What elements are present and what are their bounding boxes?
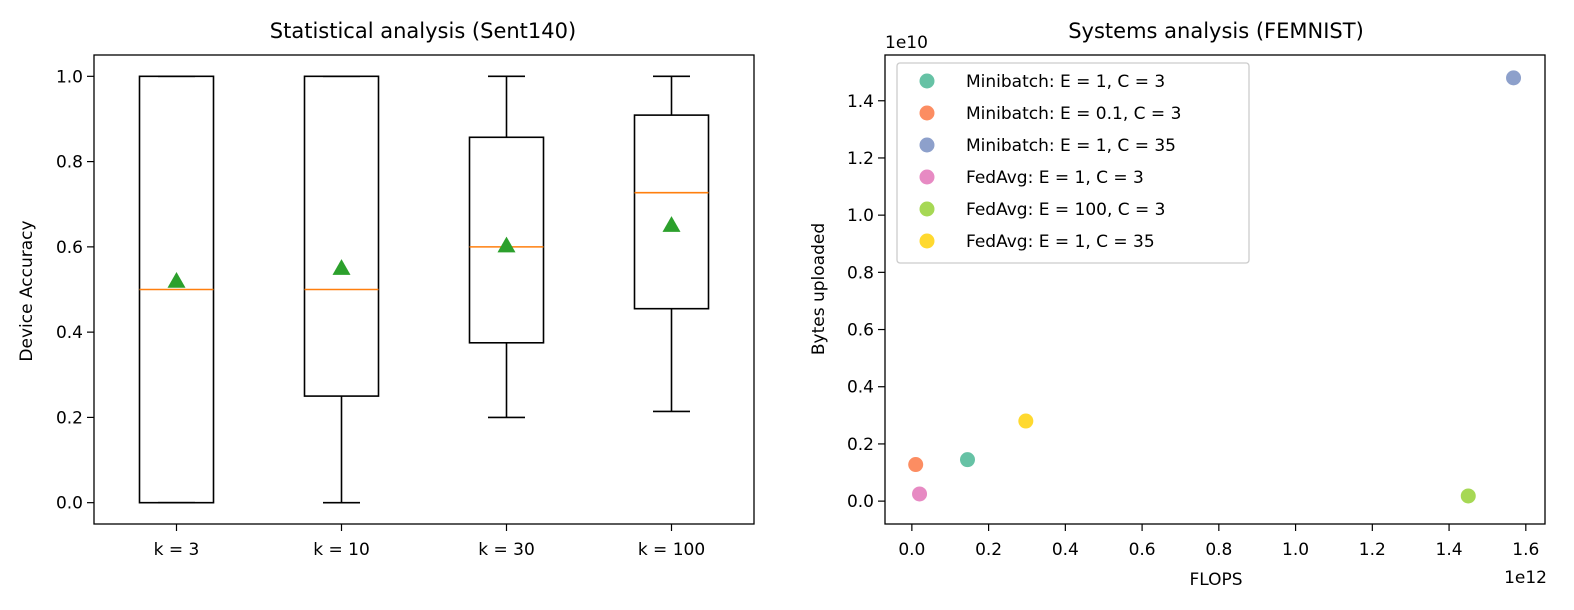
scatter-point-3: [1506, 70, 1522, 86]
mean-marker: [662, 216, 681, 232]
scatter-panel: Systems analysis (FEMNIST) 1e10 1e12 FLO…: [809, 19, 1547, 590]
legend-label-3: Minibatch: E = 1, C = 35: [966, 136, 1176, 156]
legend-marker-1: [919, 73, 935, 89]
y-tick-label: 1.0: [56, 67, 83, 87]
scatter-point-5: [1460, 488, 1476, 504]
y-tick-label: 0.8: [56, 153, 83, 173]
legend-marker-6: [919, 233, 935, 249]
x-tick-label: 0.8: [1205, 540, 1232, 560]
scatter-x-axis-label: FLOPS: [1189, 570, 1242, 590]
legend-marker-3: [919, 137, 935, 153]
x-tick-label: 0.2: [975, 540, 1002, 560]
scatter-point-1: [960, 452, 975, 468]
y-tick-label: 0.8: [847, 263, 874, 283]
x-tick-label: k = 3: [154, 540, 200, 560]
y-tick-label: 0.2: [847, 435, 874, 455]
legend-box: [896, 62, 1250, 264]
scatter-y-offset-label: 1e10: [885, 33, 928, 53]
scatter-points: [908, 70, 1522, 504]
legend-label-4: FedAvg: E = 1, C = 3: [966, 168, 1144, 188]
y-tick-label: 1.2: [847, 149, 874, 169]
box-1: [138, 75, 215, 504]
y-tick-label: 1.0: [847, 206, 874, 226]
scatter-point-2: [908, 457, 924, 473]
legend-marker-4: [919, 169, 935, 185]
box-4: [633, 75, 710, 413]
box-2: [303, 75, 380, 504]
scatter-title: Systems analysis (FEMNIST): [1068, 19, 1364, 43]
x-tick-label: 0.4: [1052, 540, 1079, 560]
scatter-y-axis-label: Bytes uploaded: [809, 223, 829, 355]
scatter-point-4: [912, 486, 928, 502]
y-tick-label: 0.2: [56, 408, 83, 428]
x-tick-label: k = 10: [313, 540, 370, 560]
x-tick-label: 0.6: [1129, 540, 1156, 560]
legend-label-1: Minibatch: E = 1, C = 3: [966, 72, 1165, 92]
scatter-frame: [884, 54, 1546, 525]
x-tick-label: 1.6: [1512, 540, 1539, 560]
scatter-ticks: 0.0 0.2 0.4 0.6 0.8 1.0 1.2 1.4 1.6 0.0 0.2 0.4 0.6 0…: [847, 92, 1539, 560]
y-tick-label: 0.6: [56, 238, 83, 258]
y-tick-label: 0.4: [56, 323, 83, 343]
box-body: [303, 75, 380, 397]
box-plot-title: Statistical analysis (Sent140): [270, 19, 576, 43]
box-body: [633, 114, 710, 310]
box-plot-frame: [93, 54, 755, 525]
x-tick-label: 0.0: [898, 540, 925, 560]
scatter-point-6: [1018, 413, 1034, 429]
scatter-x-offset-label: 1e12: [1504, 568, 1547, 588]
mean-marker: [332, 259, 351, 275]
box-plot-boxes: [138, 75, 710, 504]
legend-label-5: FedAvg: E = 100, C = 3: [966, 200, 1166, 220]
scatter-legend: Minibatch: E = 1, C = 3 Minibatch: E = 0.…: [896, 62, 1250, 264]
x-tick-label: 1.0: [1282, 540, 1309, 560]
box-plot-ticks: 0.0 0.2 0.4 0.6 0.8 1.0 k = 3 k = 10 k = 30 k = 1…: [56, 67, 705, 560]
legend-marker-2: [919, 105, 935, 121]
x-tick-label: 1.4: [1436, 540, 1463, 560]
y-tick-label: 0.6: [847, 321, 874, 341]
box-plot-y-axis-label: Device Accuracy: [17, 220, 37, 361]
mean-marker: [497, 236, 516, 253]
x-tick-label: k = 100: [638, 540, 705, 560]
y-tick-label: 0.4: [847, 378, 874, 398]
legend-label-6: FedAvg: E = 1, C = 35: [966, 232, 1155, 252]
y-tick-label: 1.4: [847, 92, 874, 112]
box-plot-panel: Statistical analysis (Sent140) Device Ac…: [17, 19, 755, 560]
legend-label-2: Minibatch: E = 0.1, C = 3: [966, 104, 1181, 124]
mean-marker: [167, 271, 186, 288]
y-tick-label: 0.0: [56, 494, 83, 514]
x-tick-label: 1.2: [1359, 540, 1386, 560]
box-body: [468, 136, 545, 344]
legend-marker-5: [919, 201, 935, 217]
y-tick-label: 0.0: [847, 492, 874, 512]
x-tick-label: k = 30: [478, 540, 535, 560]
box-3: [468, 75, 545, 419]
